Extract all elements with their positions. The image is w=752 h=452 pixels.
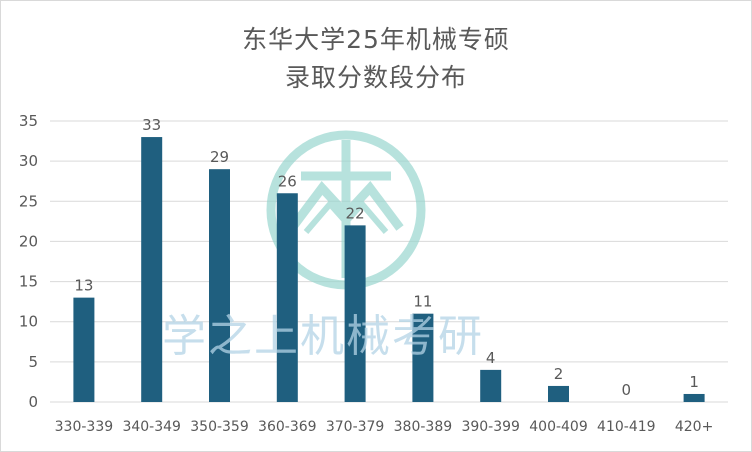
bar <box>344 225 366 402</box>
bar <box>480 369 502 402</box>
bar-value-label: 0 <box>622 381 632 399</box>
bar-value-label: 4 <box>486 349 496 367</box>
bar <box>209 169 230 402</box>
bar <box>276 193 298 402</box>
bar-value-label: 1 <box>689 373 699 391</box>
bar <box>412 313 434 402</box>
x-tick-label: 390-399 <box>461 419 520 435</box>
x-tick-label: 340-349 <box>122 419 181 435</box>
y-tick-label: 30 <box>19 152 38 170</box>
bar <box>683 393 705 402</box>
x-axis-ticks: 330-339 340-349 350-359 360-369 370-379 380-3… <box>55 419 714 435</box>
y-tick-label: 5 <box>28 353 38 371</box>
bar <box>548 385 569 402</box>
bar-value-label: 22 <box>346 204 365 222</box>
x-tick-label: 370-379 <box>326 419 385 435</box>
y-axis-ticks: 0 5 10 15 20 25 30 35 <box>19 112 38 411</box>
bar-value-label: 33 <box>142 116 161 134</box>
bar <box>141 137 163 403</box>
watermark-text: 学之上机械考研 <box>162 311 484 362</box>
bar-value-label: 13 <box>74 277 93 295</box>
gridlines <box>50 120 728 403</box>
x-tick-label: 400-409 <box>529 419 588 435</box>
chart-title-line-1: 东华大学25年机械专硕 <box>242 25 510 54</box>
y-tick-label: 35 <box>19 112 38 130</box>
bar <box>73 297 95 402</box>
chart-title-line-2: 录取分数段分布 <box>284 63 467 92</box>
x-tick-label: 380-389 <box>394 419 453 435</box>
x-tick-label: 410-419 <box>597 419 656 435</box>
bars <box>73 137 705 403</box>
x-tick-label: 420+ <box>675 419 713 435</box>
y-tick-label: 10 <box>19 313 38 331</box>
y-tick-label: 25 <box>19 192 38 210</box>
bar-value-label: 11 <box>413 293 432 311</box>
bar-value-label: 29 <box>210 148 229 166</box>
y-tick-label: 0 <box>28 393 38 411</box>
x-tick-label: 350-359 <box>190 419 249 435</box>
x-tick-label: 330-339 <box>55 419 114 435</box>
y-tick-label: 20 <box>19 232 38 250</box>
data-labels: 13 33 29 26 22 11 4 2 0 1 <box>74 116 699 399</box>
bar-value-label: 26 <box>278 172 297 190</box>
x-tick-label: 360-369 <box>258 419 317 435</box>
y-tick-label: 15 <box>19 273 38 291</box>
bar-value-label: 2 <box>554 365 564 383</box>
